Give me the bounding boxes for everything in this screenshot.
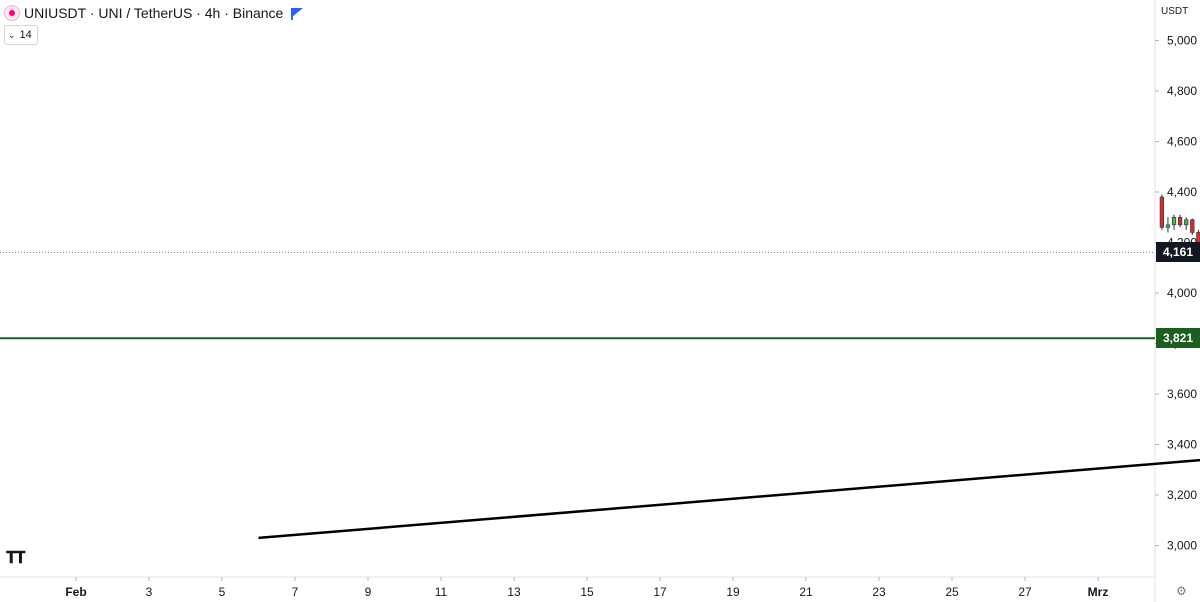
candle bbox=[1184, 217, 1189, 230]
time-axis[interactable]: Feb 3 5 7 9 11 13 15 17 19 21 23 25 27 Mrz bbox=[65, 577, 1108, 599]
candle bbox=[1171, 214, 1177, 230]
x-tick-label: 19 bbox=[726, 585, 740, 599]
currency-label[interactable]: USDT bbox=[1161, 6, 1189, 17]
y-tick-label: 4,600 bbox=[1167, 135, 1197, 149]
uniswap-icon bbox=[4, 5, 20, 21]
x-tick-label: 21 bbox=[799, 585, 813, 599]
candle bbox=[1178, 214, 1183, 228]
gear-icon[interactable]: ⚙ bbox=[1176, 584, 1187, 598]
x-tick-label: 23 bbox=[872, 585, 886, 599]
y-tick-label: 3,600 bbox=[1167, 387, 1197, 401]
candlestick-series bbox=[1159, 194, 1200, 253]
x-tick-label: 27 bbox=[1018, 585, 1032, 599]
indicator-value: 14 bbox=[19, 29, 32, 41]
y-tick-label: 4,000 bbox=[1167, 286, 1197, 300]
x-tick-label: 15 bbox=[580, 585, 594, 599]
x-tick-label: 17 bbox=[653, 585, 667, 599]
x-tick-label: Mrz bbox=[1088, 585, 1109, 599]
x-tick-label: 3 bbox=[146, 585, 153, 599]
y-tick-label: 3,000 bbox=[1167, 539, 1197, 553]
x-tick-label: 25 bbox=[945, 585, 959, 599]
x-tick-label: 9 bbox=[365, 585, 372, 599]
horizontal-lines bbox=[0, 251, 1155, 340]
tradingview-logo[interactable]: 𝐓𝐓 bbox=[6, 550, 26, 567]
x-tick-label: 11 bbox=[435, 585, 448, 599]
trend-lines[interactable] bbox=[258, 457, 1200, 540]
x-tick-label: Feb bbox=[65, 585, 86, 599]
symbol-header[interactable]: UNIUSDT · UNI / TetherUS · 4h · Binance bbox=[4, 3, 304, 23]
x-tick-label: 7 bbox=[292, 585, 299, 599]
indicator-toggle[interactable]: ⌄ 14 bbox=[4, 25, 38, 45]
y-tick-label: 3,400 bbox=[1167, 438, 1197, 452]
resistance-price-tag: 3,821 bbox=[1156, 328, 1200, 349]
ascending-trend-line[interactable] bbox=[258, 457, 1200, 540]
candle bbox=[1159, 194, 1164, 230]
y-tick-label: 4,400 bbox=[1167, 185, 1197, 199]
candle bbox=[1165, 217, 1171, 233]
current-price-tag: 4,161 bbox=[1156, 242, 1200, 263]
x-tick-label: 5 bbox=[219, 585, 226, 599]
y-tick-label: 4,800 bbox=[1167, 84, 1197, 98]
x-tick-label: 13 bbox=[507, 585, 521, 599]
chevron-down-icon[interactable]: ⌄ bbox=[8, 29, 16, 40]
flag-icon[interactable] bbox=[291, 8, 304, 20]
y-tick-label: 3,200 bbox=[1167, 488, 1197, 502]
price-axis[interactable]: 3,0003,2003,4003,6003,8004,0004,2004,400… bbox=[1155, 34, 1197, 553]
symbol-title: UNIUSDT · UNI / TetherUS · 4h · Binance bbox=[24, 5, 284, 21]
y-tick-label: 5,000 bbox=[1167, 34, 1197, 48]
candle bbox=[1190, 218, 1195, 235]
